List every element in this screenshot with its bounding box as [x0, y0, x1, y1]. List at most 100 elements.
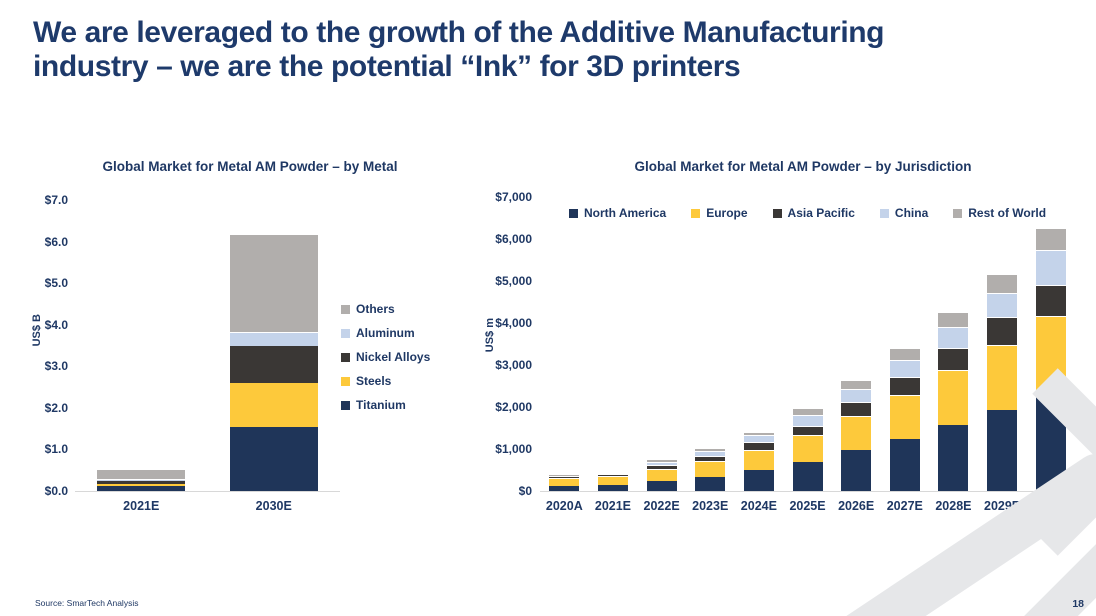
legend-swatch-icon — [341, 352, 350, 362]
bar-2029E — [987, 197, 1018, 491]
x-axis-label: 2021E — [123, 499, 160, 513]
x-axis: 2021E 2030E — [75, 499, 340, 513]
bar-segment-china — [646, 462, 677, 466]
bar-segment-china — [792, 415, 823, 427]
bar-segment-china — [695, 452, 726, 457]
x-axis-label: 2022E — [643, 499, 680, 513]
y-axis-tick-label: $3,000 — [495, 358, 532, 372]
legend-item-nickel-alloys: Nickel Alloys — [341, 350, 430, 364]
bar-segment-china — [549, 476, 580, 478]
bar-segment-asia-pacific — [549, 477, 580, 480]
bar-segment-europe — [938, 371, 969, 426]
bar-segment-north-america — [792, 462, 823, 491]
x-axis-label: 2020A — [545, 499, 583, 513]
chart-title: Global Market for Metal AM Powder – by J… — [634, 159, 972, 175]
chart-by-jurisdiction: Global Market for Metal AM Powder – by J… — [478, 146, 1096, 526]
x-axis-label: 2025E — [789, 499, 826, 513]
y-axis-tick-label: $1.0 — [44, 442, 68, 457]
legend-swatch-icon — [879, 208, 889, 218]
bar-2025E — [792, 197, 823, 491]
bar-segment-china — [889, 361, 920, 379]
source-note: Source: SmarTech Analysis — [35, 598, 139, 608]
y-axis-tick-label: $7,000 — [495, 190, 532, 204]
bar-segment-asia-pacific — [889, 378, 920, 397]
y-axis: $0.0 $1.0 $2.0 $3.0 $4.0 $5.0 $6.0 $7.0 — [35, 193, 68, 498]
legend-label: Nickel Alloys — [356, 350, 431, 364]
legend-label: Titanium — [356, 398, 406, 412]
legend-label: Others — [356, 302, 395, 316]
bar-segment-north-america — [1035, 393, 1066, 491]
chart-title: Global Market for Metal AM Powder – by M… — [102, 159, 398, 175]
bar-segment-europe — [1035, 316, 1066, 394]
legend-swatch-icon — [341, 376, 350, 386]
bar-segment-china — [987, 294, 1018, 318]
bar-segment-europe — [695, 462, 726, 478]
x-axis-label: 2029E — [984, 499, 1021, 513]
legend-swatch-icon — [953, 208, 963, 218]
legend-label: China — [894, 206, 929, 220]
bar-segment-north-america — [889, 438, 920, 491]
bar-2028E — [938, 197, 969, 491]
y-axis: $0 $1,000 $2,000 $3,000 $4,000 $5,000 $6,000 $7… — [478, 190, 532, 498]
legend-item-asia-pacific: Asia Pacific — [772, 206, 855, 220]
bar-segment-others — [229, 235, 318, 334]
x-axis-label: 2021E — [594, 499, 632, 513]
bar-segment-rest-of-world — [792, 409, 823, 416]
bar-segment-aluminum — [97, 480, 186, 482]
bar-segment-asia-pacific — [792, 426, 823, 436]
bar-2026E — [841, 197, 872, 491]
bar-2027E — [889, 197, 920, 491]
legend-label: Rest of World — [968, 206, 1047, 220]
bar-segment-asia-pacific — [841, 403, 872, 417]
x-axis: 2020A 2021E 2022E 2023E 2024E 2025E 2026E 2027E… — [540, 499, 1075, 513]
bar-segment-north-america — [646, 480, 677, 491]
y-axis-tick-label: $5.0 — [44, 276, 68, 291]
legend: Others Aluminum Nickel Alloys Steels Titaniu… — [341, 302, 430, 422]
bar-2024E — [743, 197, 774, 491]
x-axis-label: 2030E — [255, 499, 292, 513]
chart-by-metal: Global Market for Metal AM Powder – by M… — [31, 146, 465, 526]
bar-segment-asia-pacific — [743, 442, 774, 451]
bar-segment-europe — [743, 450, 774, 470]
bar-segment-rest-of-world — [841, 381, 872, 391]
legend-swatch-icon — [691, 208, 701, 218]
legend-swatch-icon — [772, 208, 782, 218]
legend-item-china: China — [879, 206, 929, 220]
y-axis-tick-label: $0 — [518, 484, 532, 498]
legend-item-north-america: North America — [568, 206, 666, 220]
legend: North America Europe Asia Pacific China Rest… — [540, 206, 1075, 220]
legend-label: Europe — [706, 206, 748, 220]
bar-2021E — [597, 197, 628, 491]
slide-title-line2: industry – we are the potential “Ink” fo… — [33, 50, 741, 83]
y-axis-tick-label: $7.0 — [44, 193, 68, 207]
legend-swatch-icon — [568, 208, 578, 218]
bar-2021E — [97, 200, 186, 491]
bar-2020A — [549, 197, 580, 491]
bar-segment-europe — [549, 479, 580, 487]
bar-segment-china — [1035, 251, 1066, 286]
bar-segment-north-america — [841, 450, 872, 491]
bar-segment-china — [597, 473, 628, 475]
y-axis-tick-label: $6,000 — [495, 232, 532, 246]
bar-segment-aluminum — [229, 333, 318, 346]
bar-segment-rest-of-world — [597, 472, 628, 474]
x-axis-label: 2028E — [935, 499, 972, 513]
legend-label: Aluminum — [356, 326, 415, 340]
y-axis-tick-label: $4,000 — [495, 316, 532, 330]
x-axis-label: 2026E — [838, 499, 875, 513]
bar-segment-rest-of-world — [1035, 229, 1066, 252]
bar-segment-europe — [987, 346, 1018, 410]
bar-segment-north-america — [743, 470, 774, 491]
bar-segment-steels — [97, 484, 186, 487]
y-axis-tick-label: $5,000 — [495, 274, 532, 288]
x-axis-label: 2023E — [692, 499, 729, 513]
bar-segment-asia-pacific — [695, 456, 726, 463]
bar-segment-asia-pacific — [938, 349, 969, 372]
bar-segment-north-america — [597, 484, 628, 491]
bar-segment-rest-of-world — [938, 313, 969, 328]
x-axis-label: 2030E — [1032, 499, 1069, 513]
bar-segment-asia-pacific — [646, 465, 677, 470]
legend-item-europe: Europe — [691, 206, 748, 220]
bar-segment-asia-pacific — [597, 474, 628, 477]
bar-segment-north-america — [987, 409, 1018, 491]
